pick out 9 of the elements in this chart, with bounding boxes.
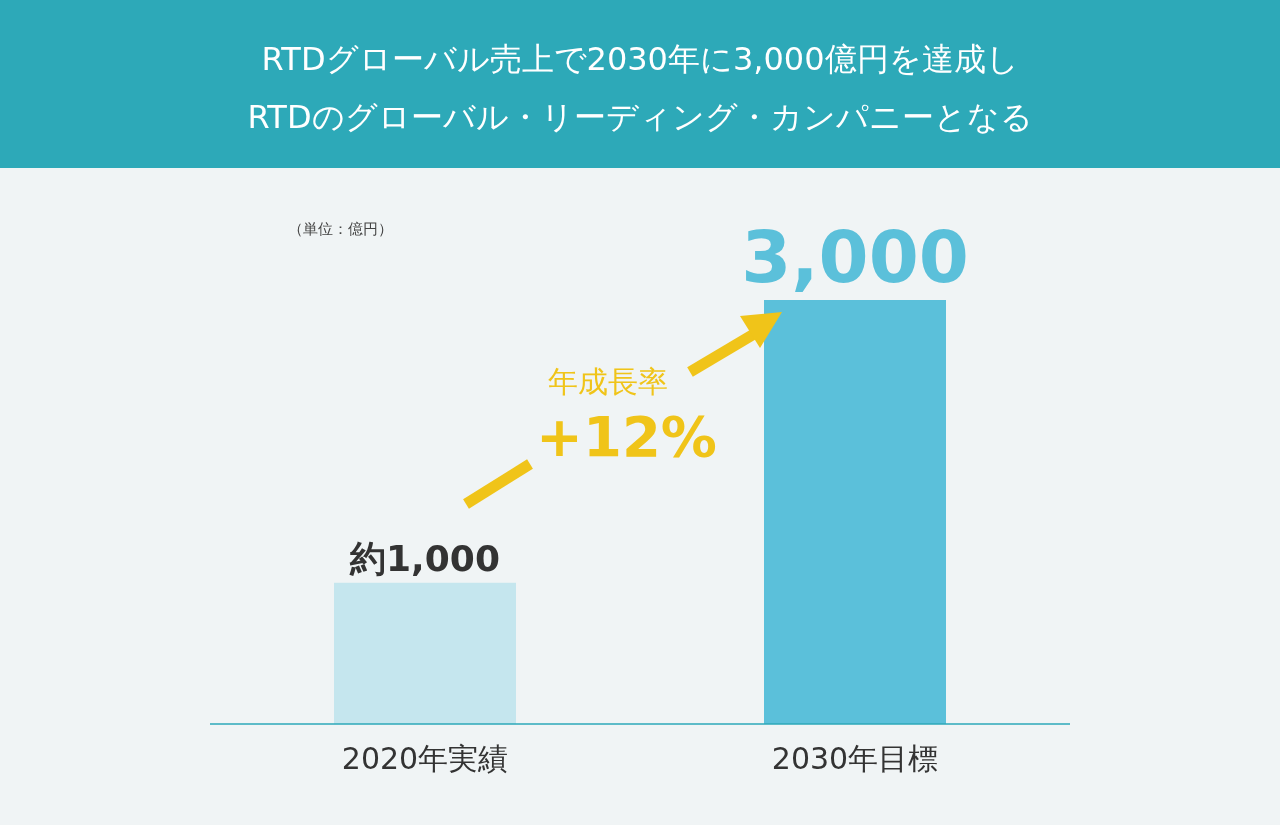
annotation: +12% (536, 404, 717, 469)
x-tick-label: 2030年目標 (771, 741, 939, 777)
chart-subtitle: RTDのグローバル・リーディング・カンパニーとなる (246, 97, 1034, 138)
chart-title: RTDグローバル売上で2030年に3,000億円を達成し (260, 39, 1020, 80)
data-label: 約1,000 (349, 537, 500, 579)
text: （単位：億円） (288, 220, 393, 239)
x-tick-label: 2020年実績 (341, 741, 509, 777)
data-label: 3,000 (741, 215, 969, 299)
annotation: 年成長率 (548, 363, 668, 401)
